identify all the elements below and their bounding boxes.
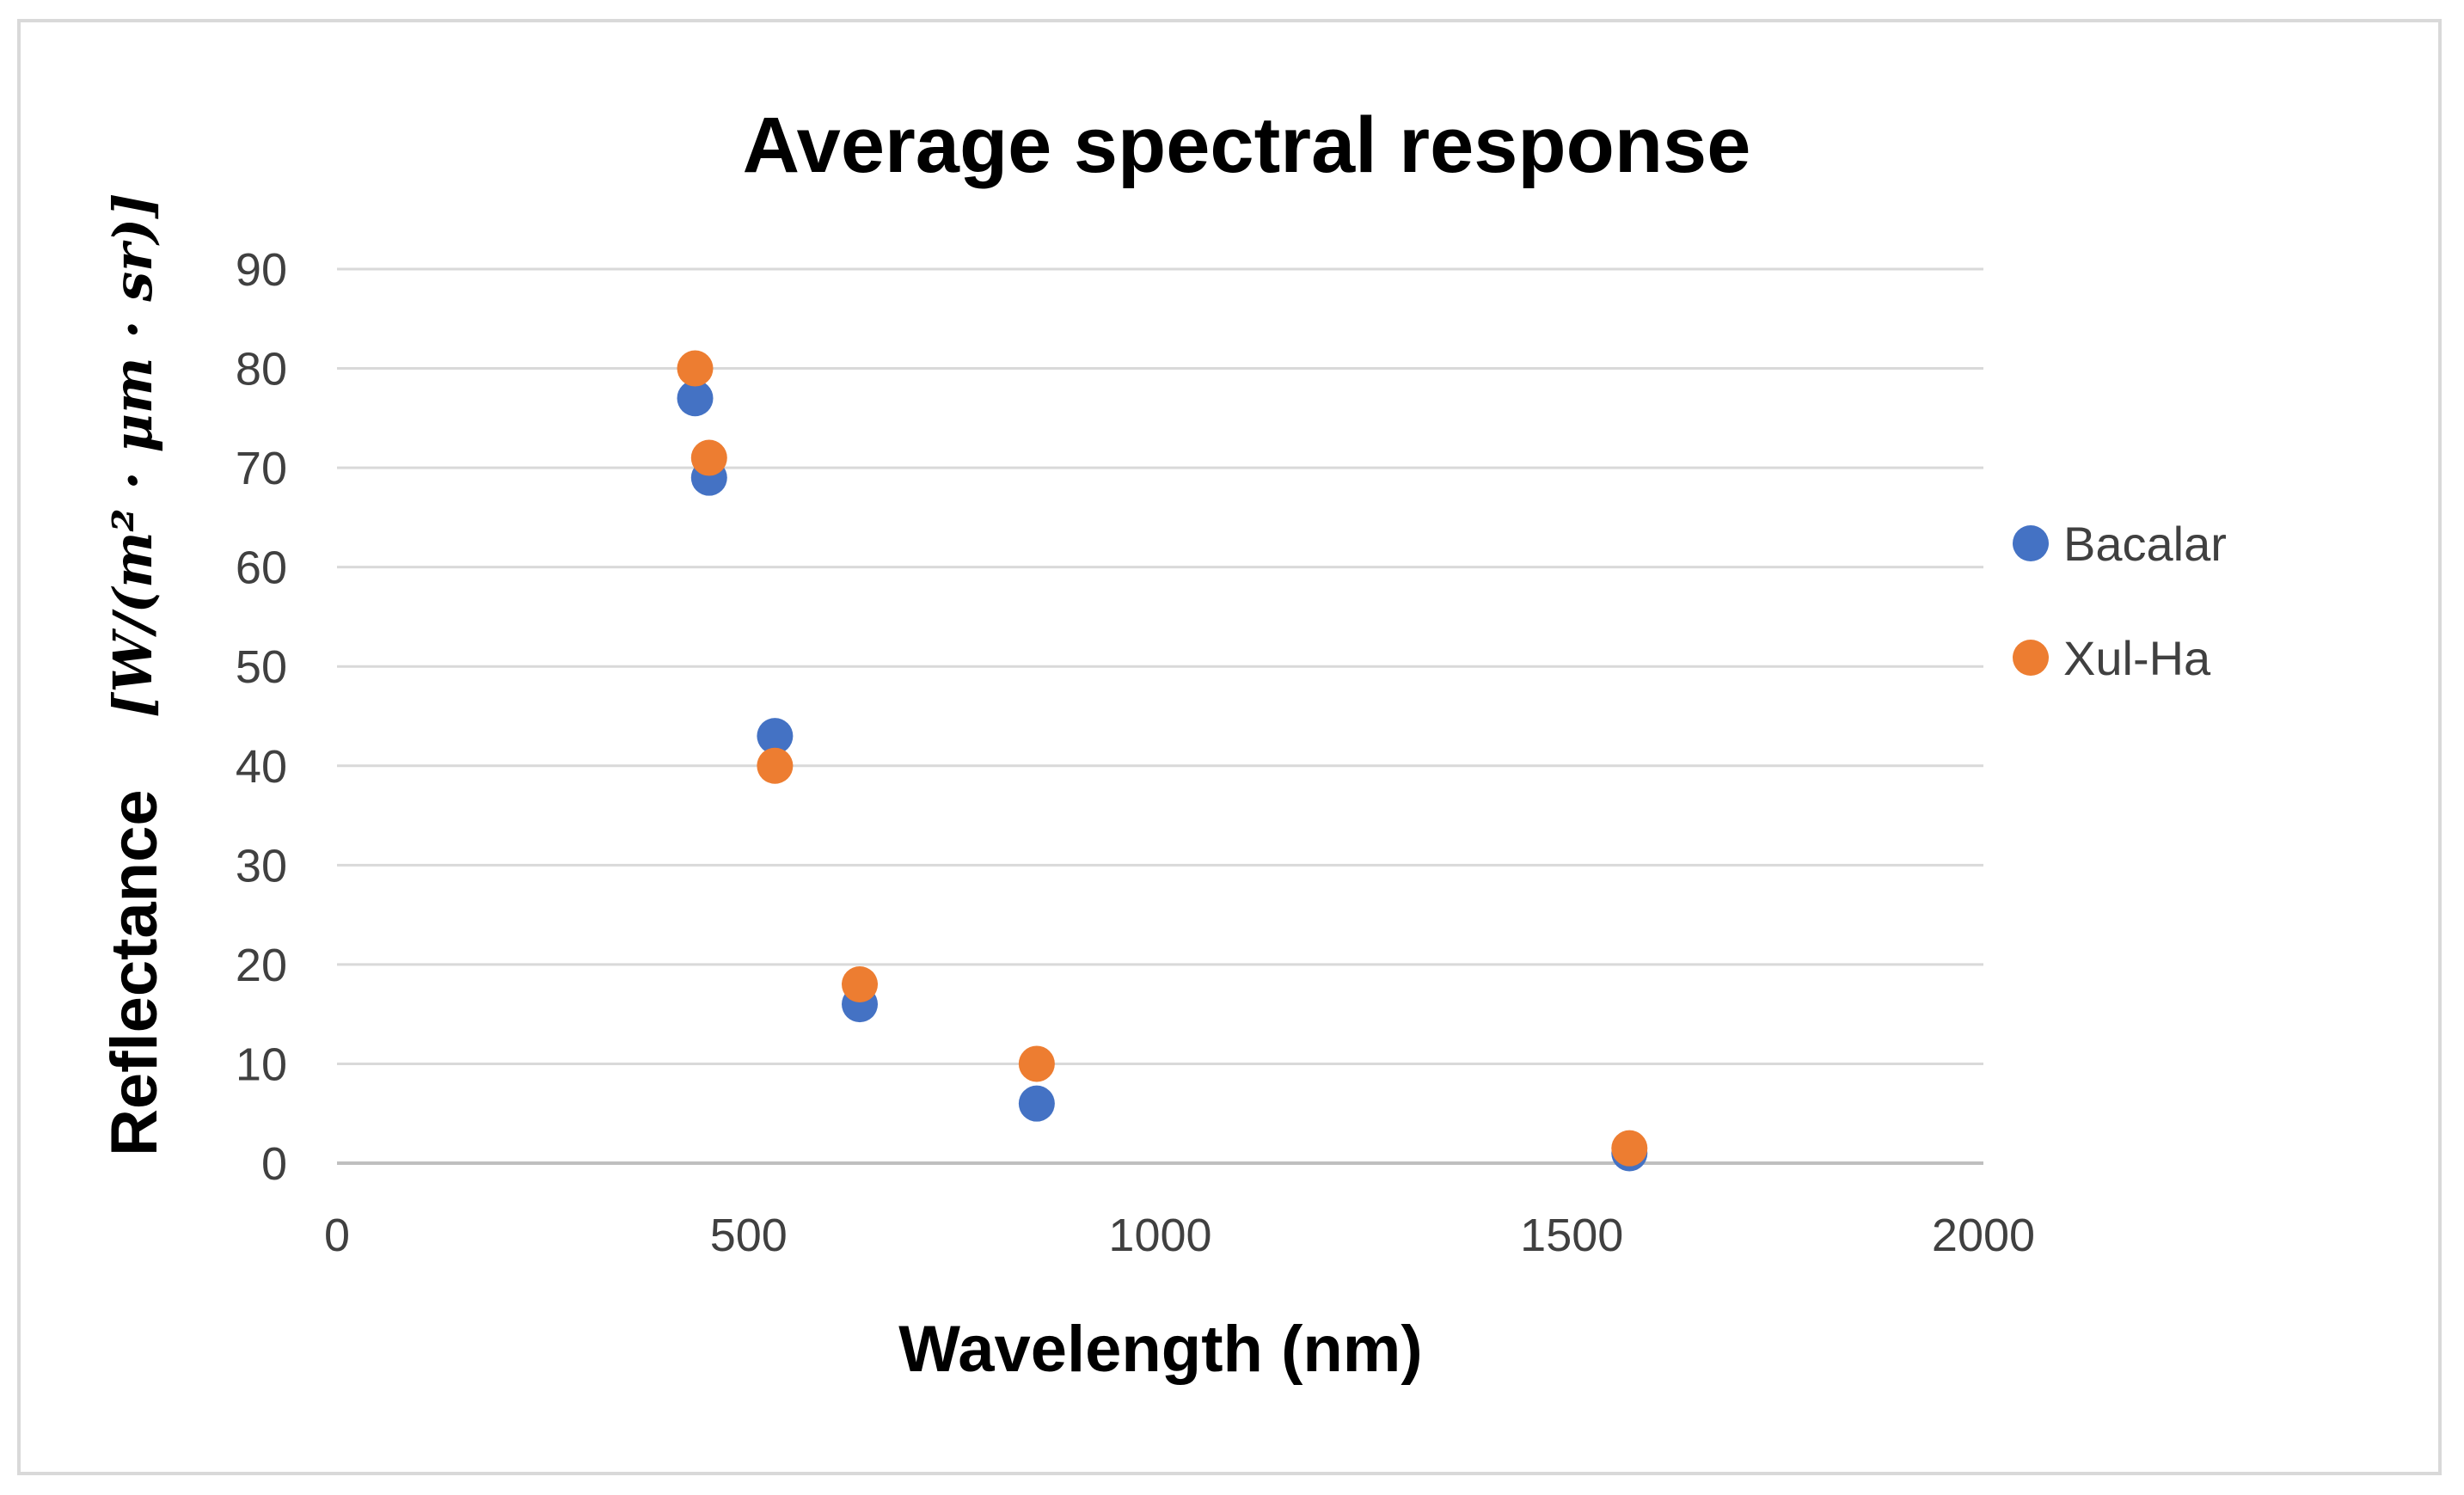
y-tick-label: 60 [236, 542, 287, 594]
data-point [1611, 1130, 1648, 1167]
x-tick-label: 1500 [1520, 1210, 1623, 1261]
y-tick-label: 0 [261, 1138, 287, 1190]
y-tick-label: 10 [236, 1039, 287, 1090]
y-tick-label: 40 [236, 741, 287, 793]
data-point [690, 439, 727, 476]
data-point [677, 380, 714, 417]
data-point [677, 350, 714, 387]
data-point [1018, 1045, 1055, 1082]
y-tick-label: 90 [236, 244, 287, 296]
x-tick-label: 0 [324, 1210, 350, 1261]
legend-marker [2013, 525, 2049, 561]
y-tick-label: 30 [236, 840, 287, 891]
legend-marker [2013, 640, 2049, 676]
y-axis-title: Reflectance [98, 789, 171, 1156]
data-points [677, 350, 1648, 1172]
series-bacalar [677, 380, 1648, 1172]
legend-label: Bacalar [2063, 517, 2227, 571]
y-tick-label: 80 [236, 344, 287, 395]
chart-frame [17, 19, 2442, 1475]
y-tick-label: 50 [236, 641, 287, 693]
y-tick-label: 70 [236, 443, 287, 494]
y-tick-label: 20 [236, 940, 287, 991]
data-point [1018, 1085, 1055, 1122]
data-point [842, 966, 879, 1002]
legend-label: Xul-Ha [2063, 631, 2211, 685]
data-point [757, 718, 794, 755]
x-axis-title: Wavelength (nm) [898, 1313, 1422, 1386]
y-axis-units: [W/(m² · μm · sr)] [101, 193, 164, 718]
x-tick-label: 1000 [1108, 1210, 1211, 1261]
legend: Bacalar Xul-Ha [2013, 517, 2227, 685]
x-tick-label: 2000 [1932, 1210, 2035, 1261]
gridlines [337, 267, 1983, 1065]
series-xul-ha [677, 350, 1648, 1167]
data-point [757, 747, 794, 784]
x-tick-label: 500 [710, 1210, 788, 1261]
chart-title: Average spectral response [743, 101, 1751, 189]
tick-labels: 0 10 20 30 40 50 60 70 80 90 0 500 1000 1500 2000 [236, 244, 2035, 1261]
